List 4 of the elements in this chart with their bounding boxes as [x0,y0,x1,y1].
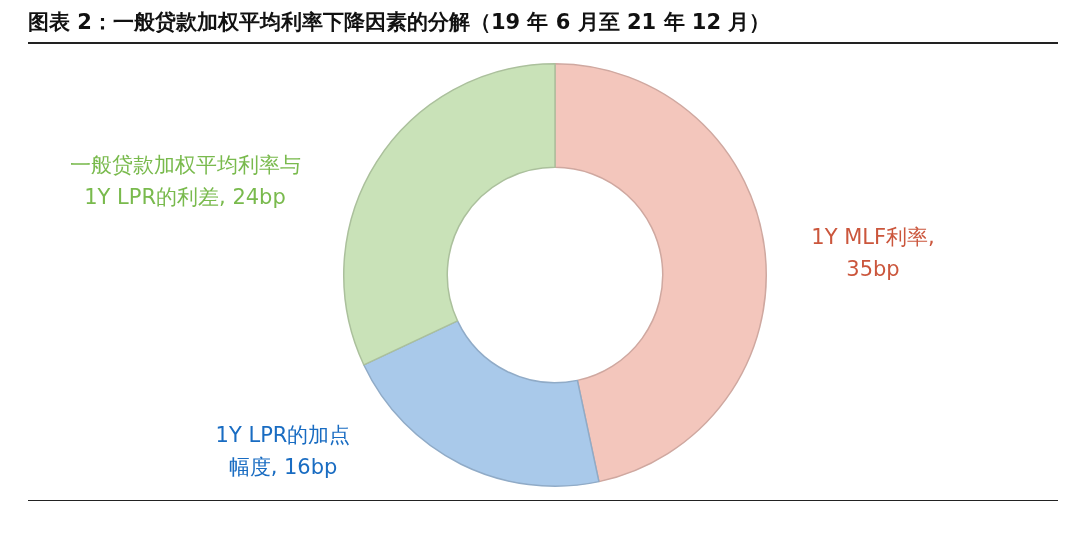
slice-label: 1Y LPR的加点幅度, 16bp [215,423,351,480]
slice-label: 1Y MLF利率, 35bp [811,225,935,282]
slice-label: 一般贷款加权平均利率与1Y LPR的利差, 24bp [69,153,301,210]
chart-title: 图表 2：一般贷款加权平均利率下降因素的分解（19 年 6 月至 21 年 12 月） [28,8,1058,44]
